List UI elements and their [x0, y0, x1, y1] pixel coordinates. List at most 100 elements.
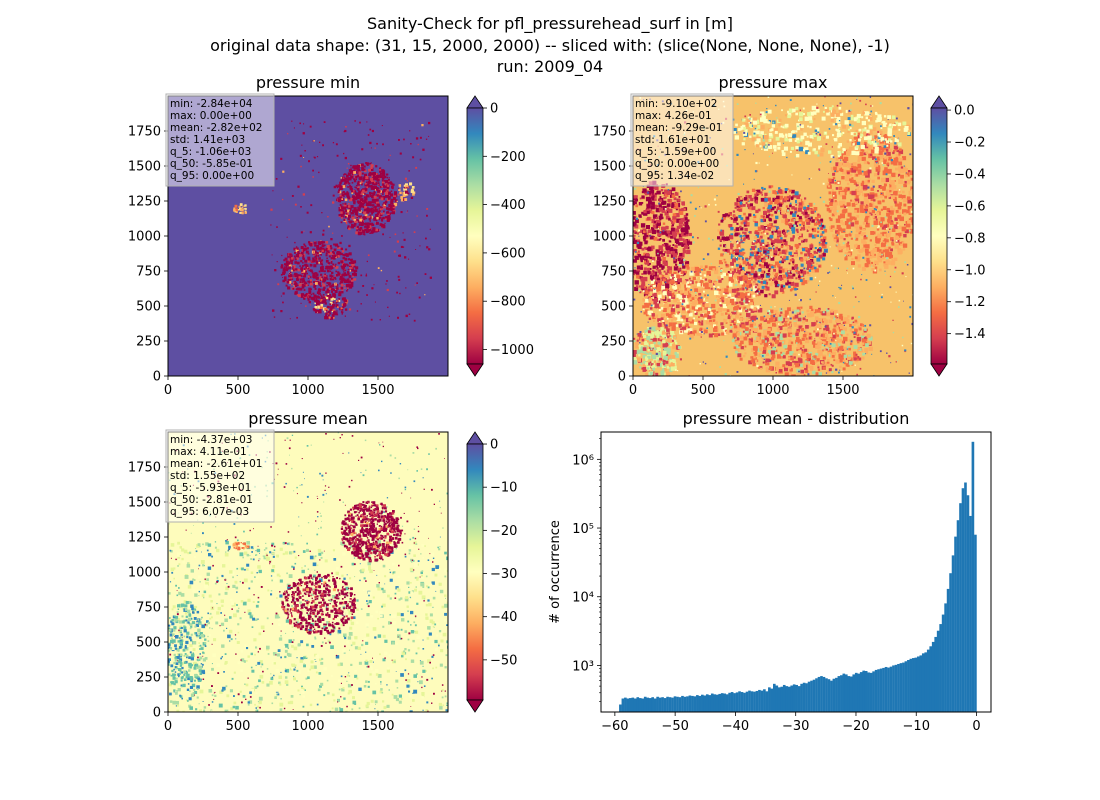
heatmap-pixel — [673, 271, 677, 276]
heatmap-pixel — [669, 277, 673, 281]
heatmap-pixel — [877, 258, 883, 263]
heatmap-pixel — [370, 192, 373, 195]
heatmap-pixel — [294, 292, 297, 295]
heatmap-pixel — [707, 311, 711, 315]
heatmap-pixel — [325, 298, 327, 301]
heatmap-pixel — [624, 219, 628, 223]
heatmap-pixel — [337, 255, 339, 257]
heatmap-pixel — [907, 209, 912, 214]
heatmap-pixel — [665, 305, 670, 310]
heatmap-pixel — [647, 263, 650, 266]
heatmap-pixel — [884, 177, 889, 182]
stats-line: max: 0.00e+00 — [170, 110, 252, 122]
heatmap-pixel — [846, 218, 850, 222]
heatmap-pixel — [649, 193, 653, 197]
heatmap-pixel — [822, 236, 827, 240]
heatmap-pixel — [682, 223, 686, 226]
heatmap-pixel — [894, 201, 897, 204]
heatmap-pixel — [798, 310, 801, 313]
heatmap-pixel — [779, 195, 784, 200]
heatmap-pixel — [657, 232, 662, 237]
heatmap-pixel — [662, 230, 667, 235]
heatmap-pixel — [762, 247, 766, 251]
heatmap-pixel — [366, 162, 369, 165]
heatmap-pixel — [691, 297, 695, 300]
heatmap-pixel — [806, 260, 810, 265]
heatmap-pixel — [778, 198, 781, 201]
heatmap-pixel — [637, 250, 640, 253]
heatmap-pixel — [628, 215, 631, 218]
heatmap-pixel — [332, 277, 335, 279]
heatmap-pixel — [318, 310, 322, 314]
heatmap-pixel — [757, 366, 761, 369]
heatmap-pixel — [323, 248, 326, 251]
heatmap-pixel — [688, 294, 692, 297]
heatmap-pixel — [898, 149, 904, 155]
heatmap-pixel — [386, 216, 389, 218]
heatmap-pixel — [366, 183, 370, 187]
heatmap-pixel — [393, 195, 397, 199]
heatmap-pixel — [291, 283, 293, 286]
heatmap-pixel — [792, 261, 795, 264]
heatmap-pixel — [315, 257, 318, 260]
heatmap-pixel — [234, 204, 238, 208]
heatmap-pixel — [737, 319, 741, 323]
heatmap-pixel — [673, 197, 677, 201]
heatmap-pixel — [863, 235, 868, 240]
heatmap-pixel — [751, 241, 755, 245]
heatmap-pixel — [350, 212, 353, 215]
heatmap-pixel — [744, 222, 747, 225]
heatmap-pixel — [696, 319, 699, 322]
heatmap-pixel — [357, 174, 360, 178]
heatmap-pixel — [874, 243, 877, 246]
heatmap-pixel — [820, 236, 823, 240]
heatmap-pixel — [830, 167, 836, 172]
heatmap-pixel — [680, 253, 685, 258]
heatmap-pixel — [282, 170, 285, 173]
heatmap-pixel — [830, 225, 835, 230]
heatmap-pixel — [717, 247, 721, 250]
heatmap-pixel — [335, 304, 339, 308]
heatmap-pixel — [672, 216, 677, 221]
heatmap-pixel — [636, 252, 640, 256]
heatmap-pixel — [808, 263, 813, 268]
heatmap-pixel — [772, 227, 776, 231]
heatmap-pixel — [807, 309, 810, 312]
heatmap-pixel — [643, 311, 647, 315]
heatmap-pixel — [284, 276, 287, 279]
heatmap-pixel — [346, 278, 349, 281]
heatmap-pixel — [338, 291, 341, 294]
heatmap-pixel — [733, 331, 737, 335]
heatmap-pixel — [822, 253, 826, 257]
heatmap-pixel — [652, 315, 656, 320]
heatmap-pixel — [653, 292, 657, 297]
heatmap-pixel — [753, 289, 756, 292]
heatmap-pixel — [305, 250, 309, 254]
heatmap-pixel — [676, 294, 681, 298]
heatmap-pixel — [299, 281, 302, 284]
heatmap-pixel — [789, 223, 792, 225]
heatmap-pixel — [344, 202, 347, 205]
heatmap-pixel — [762, 216, 766, 220]
heatmap-pixel — [633, 237, 636, 242]
heatmap-pixel — [773, 206, 776, 209]
heatmap-pixel — [375, 207, 377, 209]
heatmap-pixel — [388, 315, 390, 317]
heatmap-pixel — [789, 368, 793, 372]
heatmap-pixel — [302, 132, 305, 135]
heatmap-pixel — [832, 351, 837, 356]
heatmap-pixel — [368, 201, 372, 205]
heatmap-pixel — [729, 298, 735, 304]
heatmap-pixel — [299, 122, 301, 125]
heatmap-pixel — [353, 278, 357, 281]
heatmap-pixel — [895, 153, 900, 159]
heatmap-pixel — [332, 303, 336, 307]
heatmap-pixel — [705, 320, 710, 325]
heatmap-pixel — [897, 215, 902, 220]
heatmap-pixel — [641, 211, 645, 215]
heatmap-pixel — [769, 218, 772, 222]
heatmap-pixel — [786, 250, 789, 254]
heatmap-pixel — [728, 224, 733, 228]
heatmap-pixel — [353, 179, 357, 183]
heatmap-pixel — [626, 243, 629, 246]
